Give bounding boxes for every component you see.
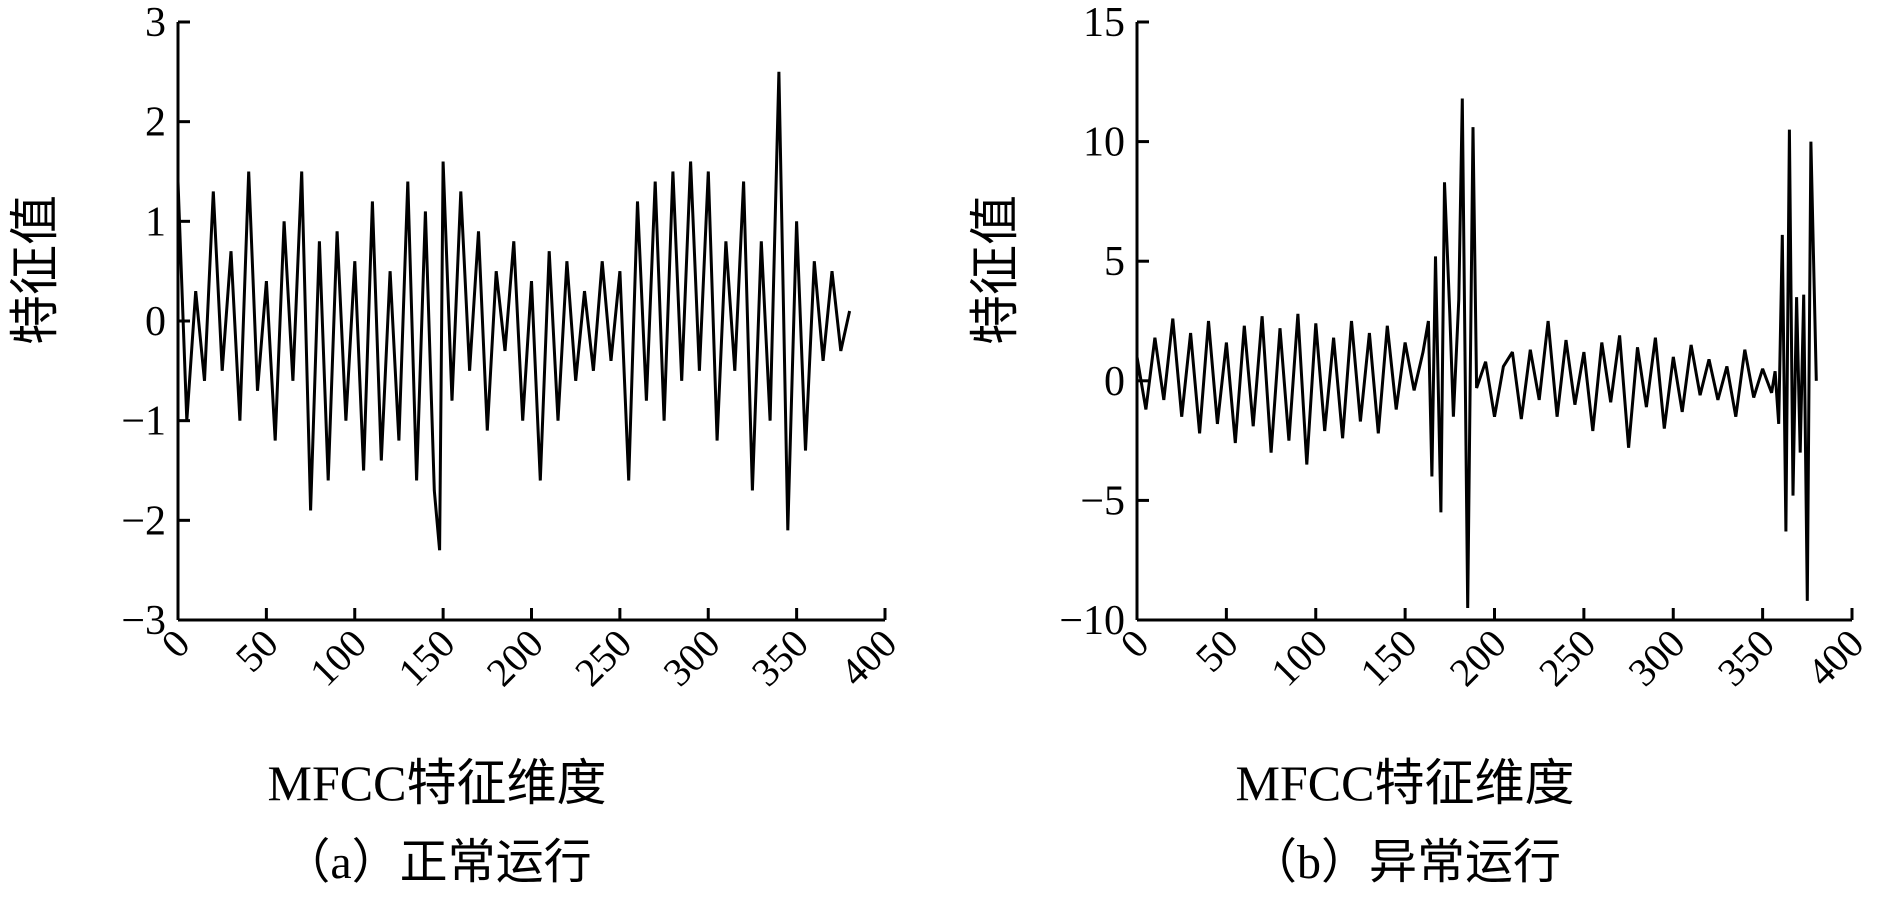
panel-a-y-tick-label: −2 — [121, 498, 166, 544]
panel-a-y-tick-label: −3 — [121, 598, 166, 644]
panel-b-x-axis-title: MFCC特征维度 — [1236, 755, 1575, 811]
panel-b-y-tick-label: −5 — [1080, 478, 1125, 524]
panel-b-y-ticks: −10 −5 0 5 10 15 — [1059, 0, 1149, 644]
panel-a-x-tick-label: 300 — [654, 621, 728, 695]
panel-b-abnormal-operation: 特征值 −10 −5 0 5 10 15 0 50 100 150 200 250 300 350 400… — [967, 0, 1872, 889]
panel-a-plot-area — [176, 22, 885, 622]
panel-b-y-tick-label: 15 — [1083, 0, 1125, 46]
panel-b-plot-area — [1135, 22, 1852, 622]
panel-b-x-tick-label: 350 — [1709, 621, 1783, 695]
panel-a-x-axis-title: MFCC特征维度 — [268, 755, 607, 811]
panel-a-series-line — [176, 71, 852, 551]
panel-a-x-tick-label: 200 — [478, 621, 552, 695]
panel-b-y-tick-label: 10 — [1083, 120, 1125, 166]
panel-a-x-tick-label: 400 — [831, 621, 905, 695]
panel-a-y-tick-label: 0 — [145, 299, 166, 345]
panel-b-x-tick-label: 200 — [1441, 621, 1515, 695]
panel-b-x-tick-label: 250 — [1530, 621, 1604, 695]
panel-b-x-tick-label: 50 — [1187, 621, 1247, 681]
panel-b-y-tick-label: 5 — [1104, 239, 1125, 285]
panel-b-x-tick-label: 150 — [1351, 621, 1425, 695]
panel-b-caption: （b）异常运行 — [1249, 836, 1561, 889]
panel-a-y-ticks: −3 −2 −1 0 1 2 3 — [121, 0, 190, 644]
panel-a-caption: （a）正常运行 — [282, 836, 591, 889]
panel-b-x-tick-label: 400 — [1798, 621, 1872, 695]
panel-b-x-tick-label: 300 — [1619, 621, 1693, 695]
panel-b-x-tick-label: 100 — [1262, 621, 1336, 695]
panel-a-y-tick-label: 3 — [145, 0, 166, 46]
panel-a-x-tick-label: 100 — [301, 621, 375, 695]
panel-a-x-tick-label: 250 — [566, 621, 640, 695]
panel-b-y-tick-label: −10 — [1059, 598, 1125, 644]
panel-a-x-tick-label: 150 — [389, 621, 463, 695]
panel-a-x-tick-label: 350 — [743, 621, 817, 695]
panel-b-y-axis-title: 特征值 — [967, 195, 1023, 345]
panel-a-x-tick-label: 50 — [227, 621, 287, 681]
panel-b-y-tick-label: 0 — [1104, 359, 1125, 405]
panel-b-series-line — [1135, 98, 1818, 609]
panel-a-y-tick-label: 1 — [145, 199, 166, 245]
panel-a-y-tick-label: 2 — [145, 100, 166, 146]
panel-a-y-tick-label: −1 — [121, 399, 166, 445]
panel-a-y-axis-title: 特征值 — [7, 195, 63, 345]
